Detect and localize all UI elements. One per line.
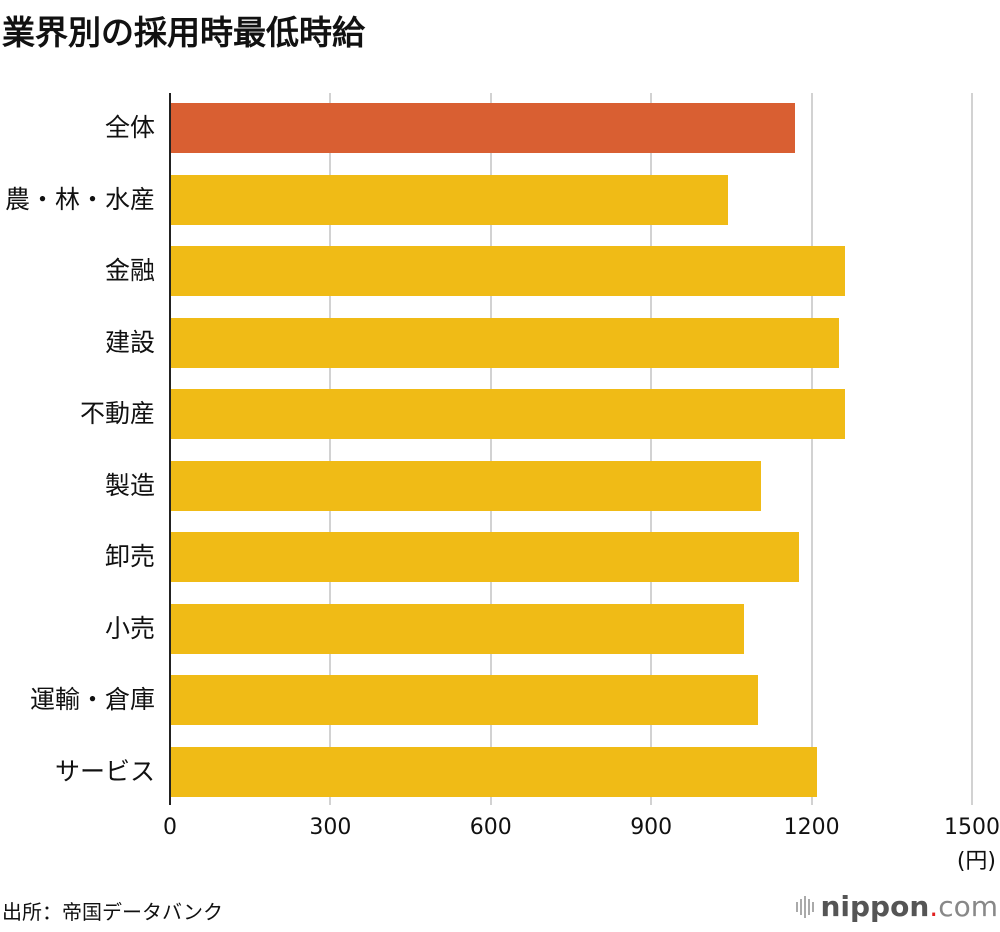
bar <box>171 746 817 797</box>
gridline <box>971 93 973 805</box>
x-tick-label: 300 <box>309 815 352 840</box>
x-axis-unit: (円) <box>956 849 996 874</box>
category-label: サービス <box>54 756 155 786</box>
x-tick-label: 600 <box>469 815 512 840</box>
nippon-logo: nippon.com <box>796 890 998 923</box>
x-tick-label: 1500 <box>944 815 1000 840</box>
y-axis-line <box>169 93 171 805</box>
x-tick-label: 0 <box>163 815 177 840</box>
x-tick-label: 900 <box>630 815 673 840</box>
category-label: 小売 <box>104 613 155 643</box>
x-tick-label: 1200 <box>783 815 840 840</box>
bar <box>171 675 759 725</box>
category-label: 金融 <box>104 256 155 285</box>
logo-dot: . <box>929 890 939 923</box>
gridline <box>810 93 813 805</box>
category-label: 建設 <box>104 327 155 357</box>
bar <box>171 603 745 654</box>
bar <box>171 389 845 439</box>
logo-suffix: com <box>938 890 998 923</box>
category-label: 農・林・水産 <box>4 184 155 214</box>
category-label: 卸売 <box>104 542 155 571</box>
bar <box>171 460 761 511</box>
gridline <box>489 93 492 805</box>
category-label: 不動産 <box>79 399 155 428</box>
gridline <box>650 93 653 805</box>
logo-text: nippon <box>820 890 930 923</box>
chart-title: 業界別の採用時最低時給 <box>2 13 365 52</box>
source-note: 出所：帝国データバンク <box>2 900 223 924</box>
category-label: 製造 <box>104 470 155 500</box>
bar <box>171 532 799 582</box>
bar <box>171 246 845 296</box>
bar <box>171 103 795 153</box>
category-label: 運輸・倉庫 <box>29 685 155 714</box>
logo-waveform-icon <box>796 895 815 918</box>
bar <box>171 317 839 368</box>
bar <box>171 174 729 225</box>
gridline <box>329 93 332 805</box>
category-label: 全体 <box>104 113 155 142</box>
